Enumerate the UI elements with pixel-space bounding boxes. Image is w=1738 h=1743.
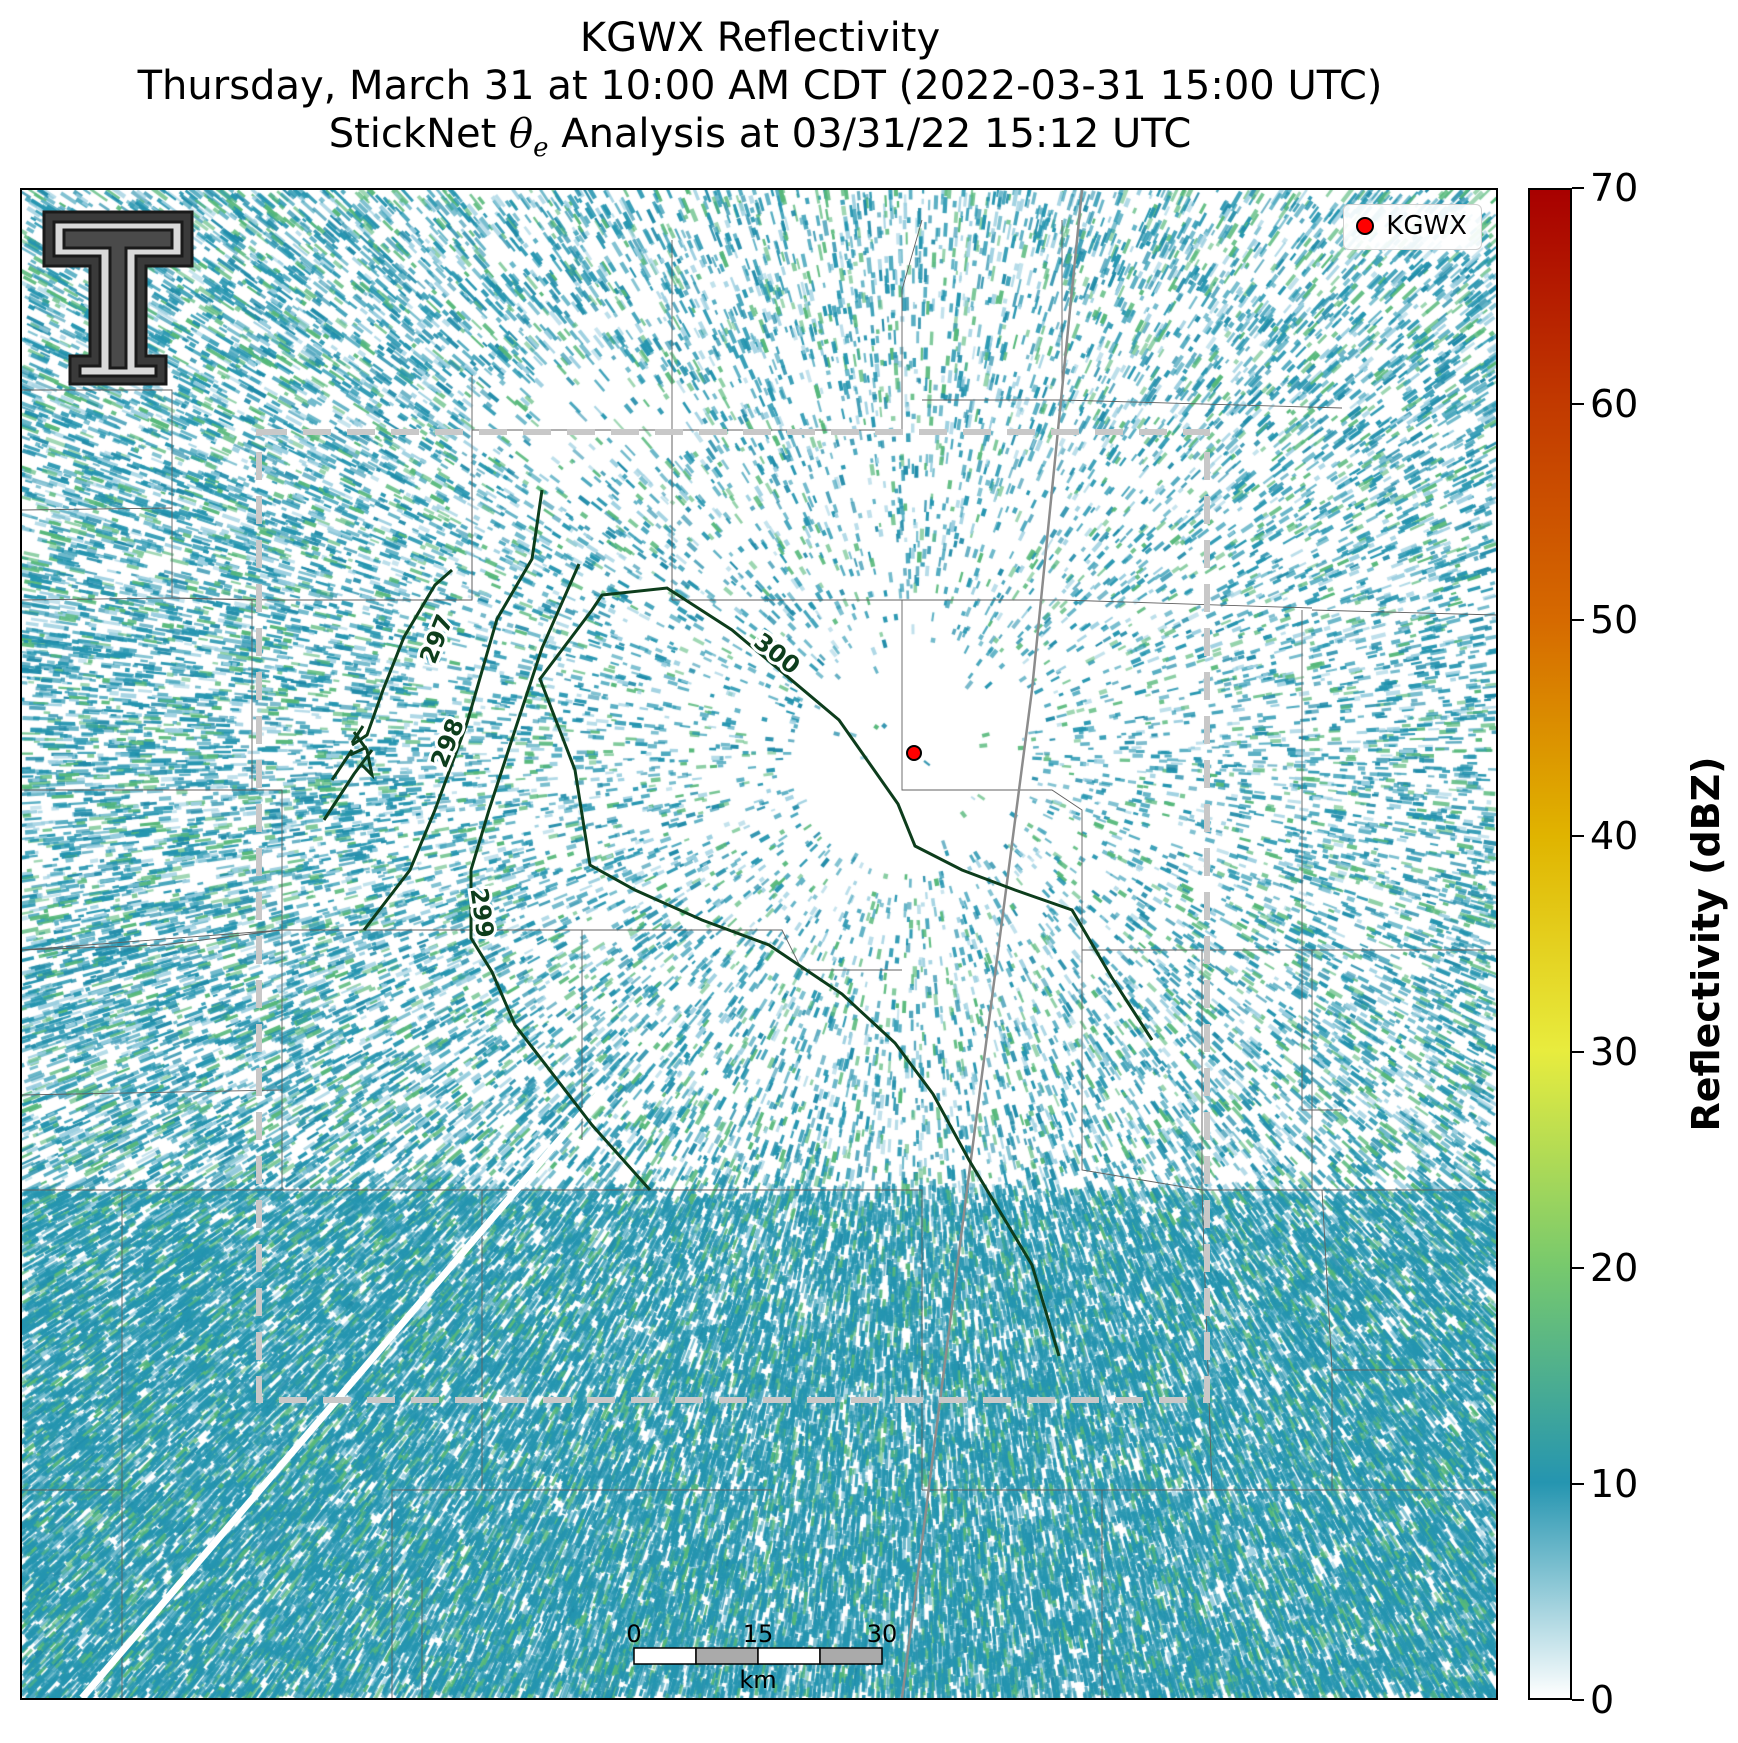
title-analysis: StickNet θe Analysis at 03/31/22 15:12 U… [20, 110, 1500, 172]
title-radar: KGWX Reflectivity [579, 15, 941, 61]
title-time: Thursday, March 31 at 10:00 AM CDT (2022… [137, 63, 1383, 109]
colorbar-tick-label: 40 [1590, 814, 1639, 858]
beam-blockage [79, 1087, 605, 1698]
map-overlay: 297 298 299 300 0 15 30 km [22, 190, 1496, 1698]
colorbar-tick-mark [1572, 403, 1584, 405]
scale-bar-segment-4 [819, 1647, 883, 1665]
scale-bar-segment-3 [757, 1647, 821, 1665]
contour-label-300: 300 [749, 627, 806, 680]
theta-symbol: θ [509, 111, 534, 157]
colorbar-tick-mark [1572, 835, 1584, 837]
colorbar-tick-mark [1572, 187, 1584, 189]
colorbar-tick-label: 50 [1590, 598, 1639, 642]
colorbar-tick-label: 10 [1590, 1462, 1639, 1506]
map-legend: KGWX [1343, 204, 1482, 250]
contour-labels: 297 298 299 300 [411, 608, 808, 943]
colorbar-tick-label: 20 [1590, 1246, 1639, 1290]
contour-297-upper [350, 725, 365, 744]
university-logo [42, 210, 194, 386]
title-analysis-time: Analysis at 03/31/22 15:12 UTC [548, 111, 1192, 157]
colorbar-tick-mark [1572, 1267, 1584, 1269]
radar-map[interactable]: 297 298 299 300 0 15 30 km [20, 188, 1498, 1700]
county-boundaries [22, 219, 1496, 1698]
colorbar-tick-label: 60 [1590, 382, 1639, 426]
scale-tick-15: 15 [743, 1620, 774, 1648]
colorbar-tick-mark [1572, 619, 1584, 621]
legend-marker-icon [1356, 217, 1375, 235]
colorbar-tick-label: 70 [1590, 166, 1639, 210]
contour-298-line [362, 489, 544, 931]
reflectivity-colorbar [1528, 188, 1572, 1700]
highway-line [900, 190, 1084, 1698]
scale-tick-0: 0 [626, 1620, 641, 1648]
theta-e-contours [322, 489, 1154, 1357]
contour-300-line [538, 586, 1154, 1357]
colorbar-tick-mark [1572, 1483, 1584, 1485]
colorbar-tick-label: 30 [1590, 1030, 1639, 1074]
contour-label-297: 297 [414, 611, 459, 668]
colorbar-tick-mark [1572, 1051, 1584, 1053]
scale-bar-segment-1 [633, 1647, 697, 1665]
legend-label: KGWX [1386, 211, 1467, 241]
contour-299-line [469, 563, 652, 1191]
title-analysis-prefix: StickNet [328, 111, 509, 157]
title-block: KGWX Reflectivity Thursday, March 31 at … [20, 14, 1500, 172]
theta-subscript: e [533, 133, 549, 163]
reflectivity-field [22, 190, 1496, 1698]
analysis-domain-box [256, 429, 1210, 1403]
kgwx-radar-site-marker[interactable] [906, 745, 922, 761]
colorbar-tick-mark [1572, 1699, 1584, 1701]
scale-bar: 0 15 30 km [626, 1620, 897, 1694]
colorbar-title: Reflectivity (dBZ) [1684, 756, 1728, 1132]
scale-bar-segment-2 [695, 1647, 759, 1665]
scale-tick-30: 30 [867, 1620, 898, 1648]
contour-297-line [322, 568, 453, 821]
scale-unit: km [739, 1666, 776, 1694]
colorbar-tick-label: 0 [1590, 1678, 1615, 1722]
contour-label-298: 298 [425, 715, 470, 772]
